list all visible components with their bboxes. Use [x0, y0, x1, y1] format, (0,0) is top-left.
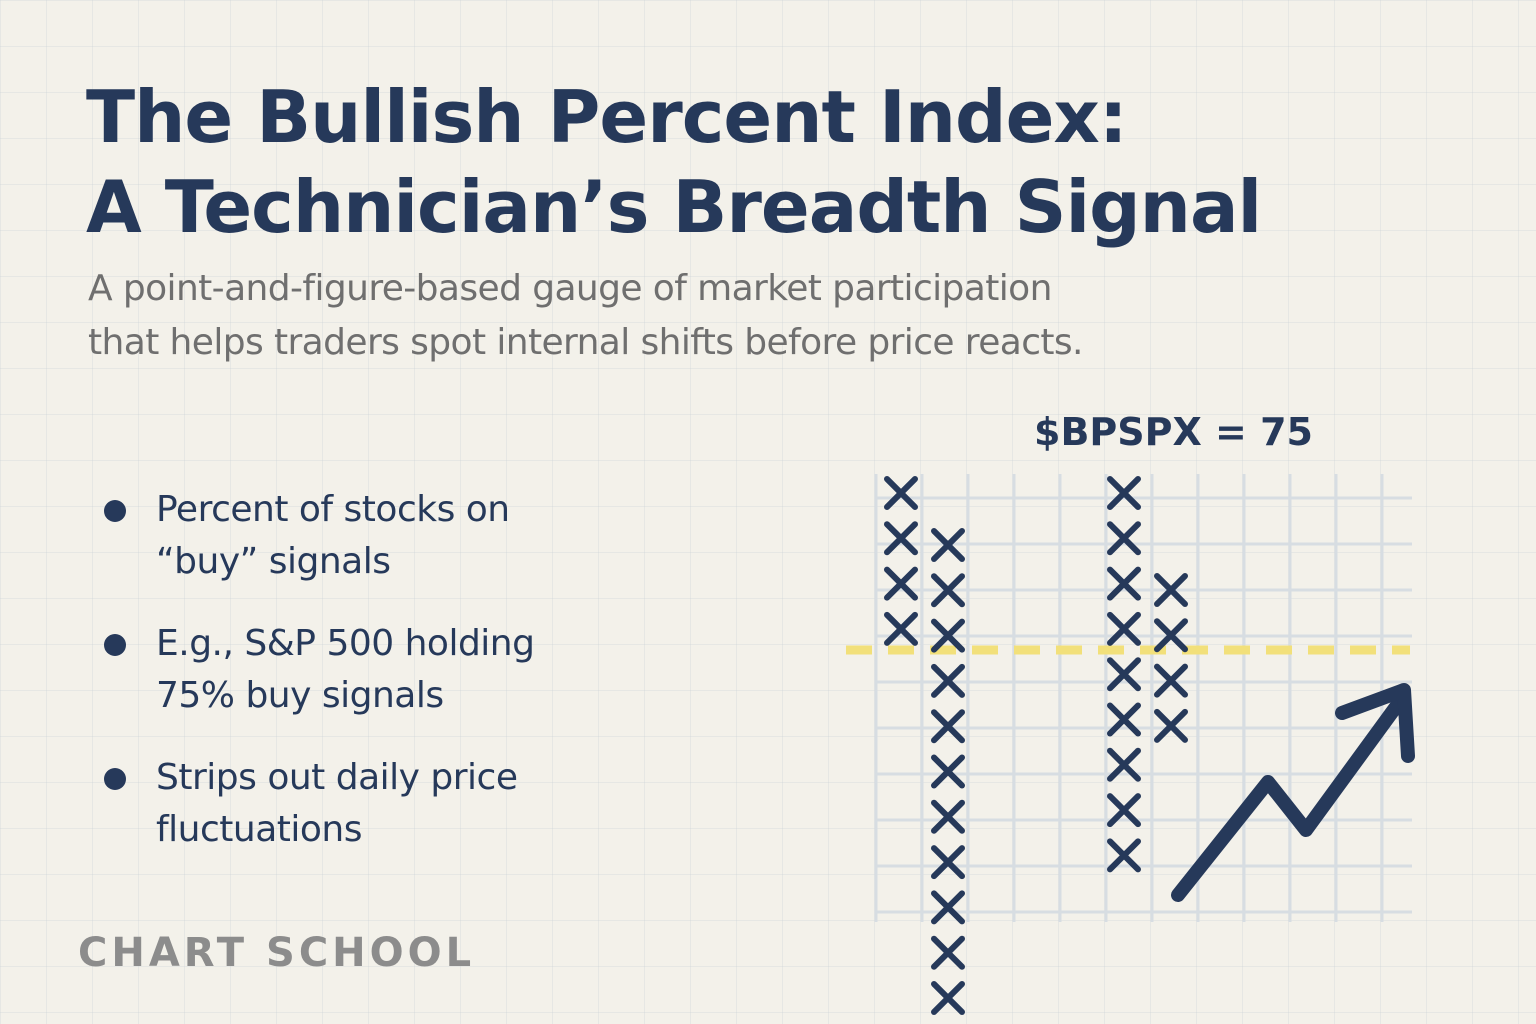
pf-x-mark [1107, 747, 1141, 782]
pf-x-mark [931, 890, 965, 925]
bullet-line: Percent of stocks on [156, 489, 510, 530]
pf-x-mark [1154, 708, 1188, 743]
pf-x-mark [1107, 702, 1141, 737]
pf-x-mark [931, 981, 965, 1015]
pf-x-mark [931, 618, 965, 653]
title-line-2: A Technician’s Breadth Signal [86, 165, 1262, 249]
pf-x-mark [1107, 793, 1141, 828]
pf-x-mark [931, 799, 965, 834]
pf-x-mark [1154, 618, 1188, 653]
pf-x-mark [931, 663, 965, 698]
pf-x-mark [884, 476, 918, 510]
bullet-dot-icon [104, 500, 126, 522]
chart-grid [874, 474, 1412, 922]
trend-up-arrow-icon [1171, 683, 1415, 902]
pf-x-mark [1154, 573, 1188, 607]
bullet-line: fluctuations [156, 809, 363, 850]
chart-value-label: $BPSPX = 75 [1034, 410, 1313, 454]
pf-x-mark [931, 935, 965, 970]
bullet-line: Strips out daily price [156, 757, 518, 798]
title-line-1: The Bullish Percent Index: [86, 75, 1128, 159]
pf-x-mark [1107, 838, 1141, 873]
pf-x-mark [931, 709, 965, 744]
pf-x-mark [1107, 566, 1141, 601]
pf-x-mark [1107, 476, 1141, 510]
pf-columns [884, 476, 1188, 1015]
bullet-item: Percent of stocks on “buy” signals [104, 484, 534, 588]
bullet-dot-icon [104, 634, 126, 656]
bullet-text: Strips out daily price fluctuations [156, 752, 534, 856]
pf-x-mark [1107, 657, 1141, 692]
pf-x-mark [884, 521, 918, 556]
pf-x-mark [1107, 611, 1141, 646]
page-title: The Bullish Percent Index: A Technician’… [86, 72, 1262, 252]
subtitle-line-2: that helps traders spot internal shifts … [88, 322, 1084, 363]
subtitle-line-1: A point-and-figure-based gauge of market… [88, 268, 1052, 309]
bullet-line: 75% buy signals [156, 675, 444, 716]
bullet-text: E.g., S&P 500 holding 75% buy signals [156, 618, 535, 722]
pf-x-mark [1107, 521, 1141, 556]
pf-x-mark [931, 528, 965, 562]
bullet-item: E.g., S&P 500 holding 75% buy signals [104, 618, 535, 722]
pf-x-mark [931, 845, 965, 880]
bullet-line: E.g., S&P 500 holding [156, 623, 535, 664]
subtitle: A point-and-figure-based gauge of market… [88, 262, 1084, 370]
brand-logo: CHART SCHOOL [78, 930, 476, 976]
bullet-line: “buy” signals [156, 541, 391, 582]
bullet-item: Strips out daily price fluctuations [104, 752, 534, 856]
pf-x-mark [884, 566, 918, 601]
bullet-dot-icon [104, 768, 126, 790]
pf-x-mark [931, 573, 965, 608]
bullet-list: Percent of stocks on “buy” signals E.g.,… [104, 484, 535, 886]
bullet-text: Percent of stocks on “buy” signals [156, 484, 534, 588]
pf-x-mark [931, 754, 965, 789]
pf-x-mark [1154, 663, 1188, 698]
pf-x-mark [884, 611, 918, 646]
